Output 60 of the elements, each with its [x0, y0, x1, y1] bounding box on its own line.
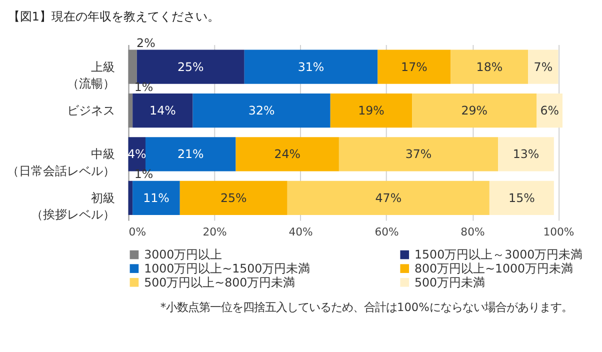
- x-tick-label: 80%: [460, 226, 485, 239]
- bar: [128, 180, 133, 215]
- x-tick-label: 60%: [374, 226, 399, 239]
- bar: [244, 50, 378, 84]
- bar: [128, 93, 133, 128]
- y-tick-label: 中級（日常会話レベル）: [6, 147, 115, 178]
- data-label: 32%: [248, 103, 275, 118]
- text: *小数点第一位を四捨五入しているため、合計は100%にならない場合があります。: [160, 300, 572, 314]
- legend-label: 800万円以上~1000万円未満: [414, 262, 574, 276]
- bar: [287, 180, 490, 215]
- legend-label: 1500万円以上～3000万円未満: [414, 248, 583, 262]
- data-label: 18%: [476, 60, 503, 74]
- data-label: 4%: [128, 147, 146, 162]
- x-tick-label: 100%: [543, 226, 574, 239]
- legend-label: 1000万円以上~1500万円未満: [144, 262, 310, 276]
- data-label: 7%: [534, 60, 553, 74]
- bar: [498, 137, 554, 172]
- data-label: 37%: [405, 147, 432, 162]
- legend-label: 3000万円以上: [144, 248, 222, 262]
- x-tick-label: 0%: [128, 226, 146, 239]
- bar: [450, 50, 528, 84]
- data-label: 11%: [143, 190, 170, 205]
- bar: [236, 137, 339, 172]
- data-label: 13%: [512, 147, 540, 162]
- bar: [536, 93, 563, 128]
- data-label: 2%: [136, 36, 156, 50]
- bar: [136, 50, 244, 84]
- data-label: 24%: [274, 147, 301, 162]
- bar: [528, 50, 558, 84]
- bar: [180, 180, 288, 215]
- chart-title: 【図1】現在の年収を教えてください。: [8, 9, 220, 24]
- bar: [192, 93, 330, 128]
- data-label: 6%: [540, 103, 560, 118]
- data-label: 47%: [375, 190, 402, 205]
- data-label: 29%: [461, 103, 488, 118]
- y-tick-label: 初級（挨拶レベル）: [30, 190, 115, 222]
- y-tick-label: 上級（流暢）: [66, 60, 115, 91]
- bar: [128, 50, 137, 84]
- data-label: 21%: [177, 147, 204, 162]
- data-label: 25%: [220, 190, 247, 205]
- x-tick-label: 20%: [202, 226, 227, 239]
- data-label: 1%: [134, 167, 154, 182]
- data-label: 17%: [401, 60, 428, 74]
- bar: [338, 137, 498, 172]
- x-tick-label: 40%: [288, 226, 313, 239]
- data-label: 15%: [508, 190, 535, 205]
- bar: [378, 50, 451, 84]
- bar: [330, 93, 412, 128]
- data-label: 25%: [177, 60, 204, 74]
- bar: [132, 93, 193, 128]
- data-label: 19%: [358, 103, 384, 118]
- bar: [489, 180, 554, 215]
- bar: [132, 180, 180, 215]
- data-label: 1%: [134, 80, 154, 94]
- legend-label: 500万円以上~800万円未満: [144, 275, 296, 290]
- bar: [412, 93, 537, 128]
- legend-label: 500万円未満: [414, 275, 486, 290]
- y-tick-label: ビジネス: [66, 103, 115, 118]
- data-label: 31%: [298, 60, 324, 74]
- data-label: 14%: [150, 103, 176, 118]
